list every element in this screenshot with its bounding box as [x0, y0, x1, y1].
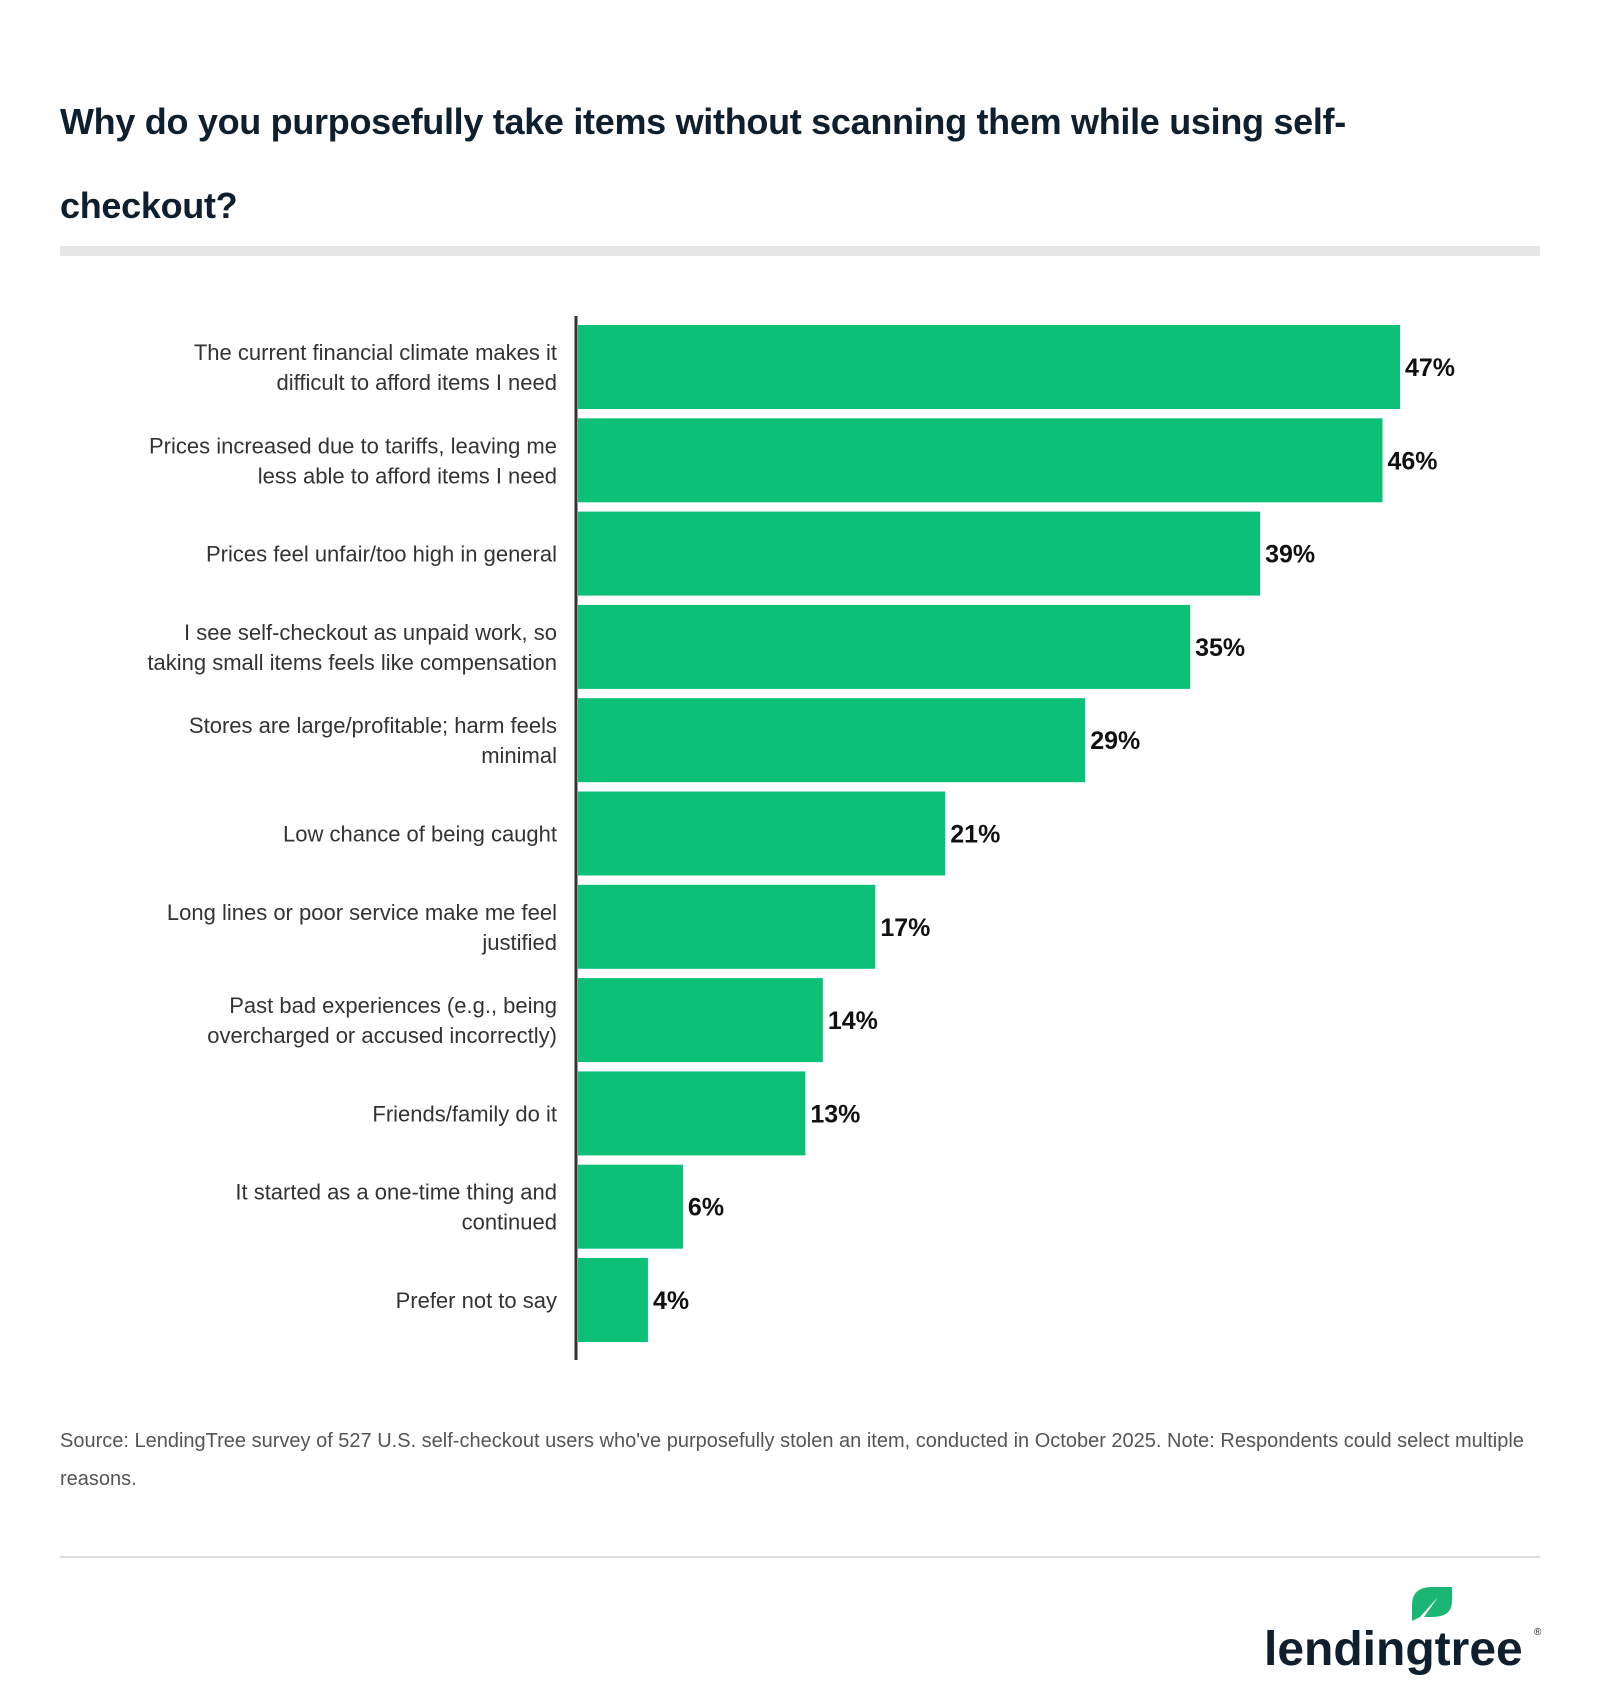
category-label: continued	[462, 1210, 557, 1235]
category-label: I see self-checkout as unpaid work, so	[184, 620, 557, 645]
bar	[578, 604, 1191, 689]
category-label: Stores are large/profitable; harm feels	[189, 713, 557, 738]
title-divider	[60, 246, 1540, 256]
lendingtree-logo: lendingtree ®	[1264, 1587, 1542, 1676]
chart-title: Why do you purposefully take items witho…	[60, 101, 1346, 226]
bar	[578, 978, 823, 1063]
category-label: difficult to afford items I need	[277, 370, 557, 395]
bar	[578, 418, 1383, 503]
category-label: Prices feel unfair/too high in general	[206, 542, 557, 567]
value-label: 46%	[1388, 447, 1438, 475]
category-label: Prices increased due to tariffs, leaving…	[149, 433, 557, 458]
value-label: 13%	[810, 1100, 860, 1128]
value-label: 39%	[1265, 541, 1315, 569]
bar	[578, 1164, 683, 1249]
category-label: overcharged or accused incorrectly)	[207, 1023, 557, 1048]
category-label: minimal	[481, 743, 557, 768]
bar	[578, 511, 1261, 596]
category-label: justified	[481, 930, 557, 955]
value-label: 21%	[950, 821, 1000, 849]
category-label: less able to afford items I need	[258, 463, 557, 488]
footer-divider	[60, 1556, 1540, 1558]
bar	[578, 325, 1400, 409]
bar	[578, 1071, 806, 1156]
bar	[578, 1258, 648, 1342]
bar	[578, 791, 946, 876]
value-label: 29%	[1090, 727, 1140, 755]
bar	[578, 698, 1086, 783]
category-label: Low chance of being caught	[283, 822, 557, 847]
category-label: Friends/family do it	[372, 1101, 557, 1126]
value-label: 4%	[653, 1287, 689, 1315]
source-note: Source: LendingTree survey of 527 U.S. s…	[60, 1430, 1524, 1490]
value-label: 6%	[688, 1194, 724, 1222]
logo-text: lendingtree	[1264, 1623, 1523, 1676]
value-label: 35%	[1195, 634, 1245, 662]
category-label: Past bad experiences (e.g., being	[229, 993, 557, 1018]
value-label: 47%	[1405, 354, 1455, 382]
category-label: Prefer not to say	[396, 1288, 557, 1313]
leaf-icon	[1412, 1587, 1452, 1621]
bar	[578, 884, 876, 969]
value-label: 17%	[880, 914, 930, 942]
category-label: The current financial climate makes it	[194, 340, 557, 365]
bar-chart: 47% The current financial climate makes i…	[147, 316, 1455, 1360]
registered-mark: ®	[1534, 1627, 1542, 1638]
category-label: It started as a one-time thing and	[235, 1180, 557, 1205]
value-label: 14%	[828, 1007, 878, 1035]
category-label: Long lines or poor service make me feel	[167, 900, 557, 925]
category-label: taking small items feels like compensati…	[147, 650, 557, 675]
